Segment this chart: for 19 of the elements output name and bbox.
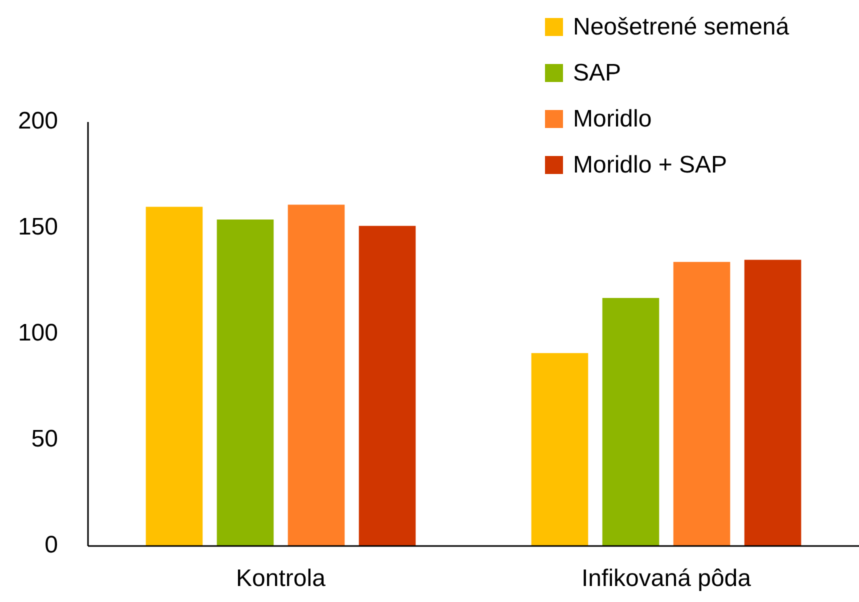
legend-label: Moridlo — [573, 105, 652, 132]
bar — [531, 353, 588, 546]
bar — [744, 260, 802, 546]
legend-label: Neošetrené semená — [573, 13, 790, 40]
bar — [358, 226, 416, 546]
legend-label: SAP — [573, 59, 622, 86]
y-tick-label: 0 — [44, 531, 58, 558]
y-tick-label: 100 — [18, 319, 58, 346]
y-tick-label: 50 — [31, 425, 58, 452]
y-tick-label: 150 — [18, 213, 58, 240]
bar — [216, 220, 274, 546]
x-tick-label: Infikovaná pôda — [582, 565, 752, 592]
y-tick-label: 200 — [18, 107, 58, 134]
legend-label: Moridlo + SAP — [573, 151, 728, 178]
bar — [146, 206, 203, 546]
bar — [602, 298, 660, 546]
x-tick-label: Kontrola — [236, 565, 326, 592]
bar — [673, 262, 730, 546]
bar — [288, 204, 345, 546]
